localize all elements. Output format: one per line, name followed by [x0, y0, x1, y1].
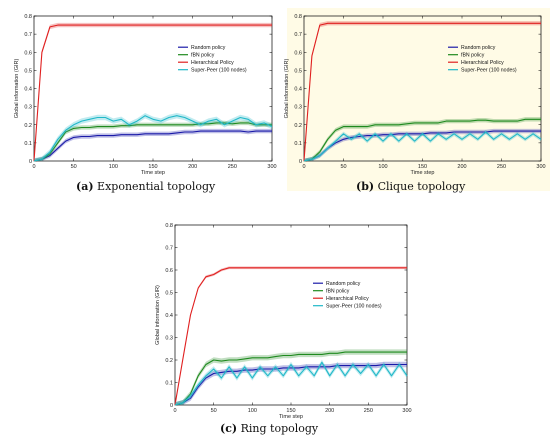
x-axis-label: Time step	[141, 170, 165, 176]
x-tick-label: 50	[340, 164, 346, 170]
y-tick-label: 0.3	[165, 336, 173, 342]
x-tick-label: 0	[173, 408, 176, 414]
y-tick-label: 0.5	[24, 68, 32, 74]
caption-a-label: (a)	[76, 180, 94, 193]
caption-a: (a) Exponential topology	[76, 180, 215, 193]
y-tick-label: 0.3	[294, 105, 302, 111]
x-tick-label: 50	[211, 408, 217, 414]
x-axis-label: Time step	[411, 170, 435, 176]
legend-label: Super-Peer (100 nodes)	[461, 68, 517, 74]
legend-label: fBN policy	[326, 289, 350, 295]
y-tick-label: 0.8	[165, 223, 173, 229]
x-tick-label: 100	[378, 164, 387, 170]
x-tick-label: 250	[497, 164, 506, 170]
panel-b-background	[287, 8, 550, 191]
chart-c: 0 0.1 0.2 0.3 0.4 0.5 0.6 0.7 0.8 0 50 100 150 200 250…	[155, 223, 412, 420]
legend-label: Random policy	[191, 45, 226, 51]
x-tick-label: 250	[228, 164, 237, 170]
y-tick-label: 0.2	[165, 358, 173, 364]
y-tick-label: 0.2	[24, 123, 32, 129]
y-axis-label: Global information (GIR)	[155, 285, 161, 345]
caption-c-text: Ring topology	[240, 422, 319, 435]
series-line-random	[33, 130, 272, 162]
series-line-superpeer	[303, 131, 542, 162]
y-tick-label: 0.4	[294, 87, 302, 93]
y-tick-label: 0.7	[24, 32, 32, 38]
y-tick-label: 0.6	[24, 50, 32, 56]
series-band-fbn	[304, 117, 541, 161]
caption-b-text: Clique topology	[377, 180, 466, 193]
y-tick-label: 0.8	[24, 14, 32, 20]
y-tick-label: 0.6	[294, 50, 302, 56]
caption-b: (b) Clique topology	[356, 180, 465, 193]
y-axis-label: Global information (GIR)	[14, 59, 20, 119]
x-tick-label: 200	[457, 164, 466, 170]
legend-label: Random policy	[326, 281, 361, 287]
y-tick-label: 0	[170, 403, 173, 409]
x-tick-label: 300	[267, 164, 276, 170]
y-tick-label: 0.1	[24, 141, 32, 147]
x-tick-label: 150	[418, 164, 427, 170]
series-line-random	[174, 363, 407, 406]
y-tick-label: 0.5	[294, 68, 302, 74]
x-tick-label: 0	[32, 164, 35, 170]
series-line-fbn	[174, 351, 407, 406]
x-tick-label: 150	[148, 164, 157, 170]
y-tick-label: 0.4	[24, 87, 32, 93]
series-band-superpeer	[34, 113, 272, 161]
legend-label: Super-Peer (100 nodes)	[326, 304, 382, 310]
caption-c-label: (c)	[220, 422, 238, 435]
x-tick-label: 0	[302, 164, 305, 170]
y-tick-label: 0.3	[24, 105, 32, 111]
y-tick-label: 0.8	[294, 14, 302, 20]
x-tick-label: 300	[536, 164, 545, 170]
x-axis-label: Time step	[279, 414, 303, 420]
x-tick-label: 100	[248, 408, 257, 414]
y-tick-label: 0.5	[165, 291, 173, 297]
legend-label: Random policy	[461, 45, 496, 51]
series-line-fbn	[33, 122, 272, 162]
legend-label: Hierarchical Policy	[461, 60, 504, 66]
y-tick-label: 0.2	[294, 123, 302, 129]
y-tick-label: 0	[29, 159, 32, 165]
y-tick-label: 0.6	[165, 268, 173, 274]
y-axis-label: Global information (GIR)	[284, 59, 290, 119]
x-tick-label: 300	[402, 408, 411, 414]
series-line-hierarchical	[174, 267, 407, 406]
y-tick-label: 0.1	[165, 381, 173, 387]
y-tick-label: 0.7	[294, 32, 302, 38]
series-line-fbn	[303, 118, 541, 162]
y-tick-label: 0.7	[165, 246, 173, 252]
x-tick-label: 200	[188, 164, 197, 170]
series-line-hierarchical	[303, 22, 541, 162]
series-line-hierarchical	[33, 24, 272, 162]
x-tick-label: 250	[364, 408, 373, 414]
y-tick-label: 0.4	[165, 313, 173, 319]
x-tick-label: 150	[286, 408, 295, 414]
caption-c: (c) Ring topology	[220, 422, 318, 435]
legend-label: fBN policy	[461, 53, 485, 59]
legend-label: Hierarchical Policy	[326, 296, 369, 302]
x-tick-label: 50	[71, 164, 77, 170]
series-band-random	[34, 128, 272, 161]
caption-a-text: Exponential topology	[97, 180, 216, 193]
y-tick-label: 0	[299, 159, 302, 165]
y-tick-label: 0.1	[294, 141, 302, 147]
series-line-superpeer	[33, 115, 273, 162]
series-line-superpeer	[174, 361, 408, 406]
legend-label: Super-Peer (100 nodes)	[191, 68, 247, 74]
x-tick-label: 100	[109, 164, 118, 170]
legend-label: Hierarchical Policy	[191, 60, 234, 66]
chart-a: 0 0.1 0.2 0.3 0.4 0.5 0.6 0.7 0.8 0 50 100 150 200 250…	[14, 14, 277, 176]
legend-label: fBN policy	[191, 53, 215, 59]
caption-b-label: (b)	[356, 180, 375, 193]
chart-b: 0 0.1 0.2 0.3 0.4 0.5 0.6 0.7 0.8 0 50 100 150 200 250…	[284, 14, 546, 176]
series-band-fbn	[34, 120, 272, 161]
series-band-hierarchical	[175, 266, 407, 405]
x-tick-label: 200	[325, 408, 334, 414]
